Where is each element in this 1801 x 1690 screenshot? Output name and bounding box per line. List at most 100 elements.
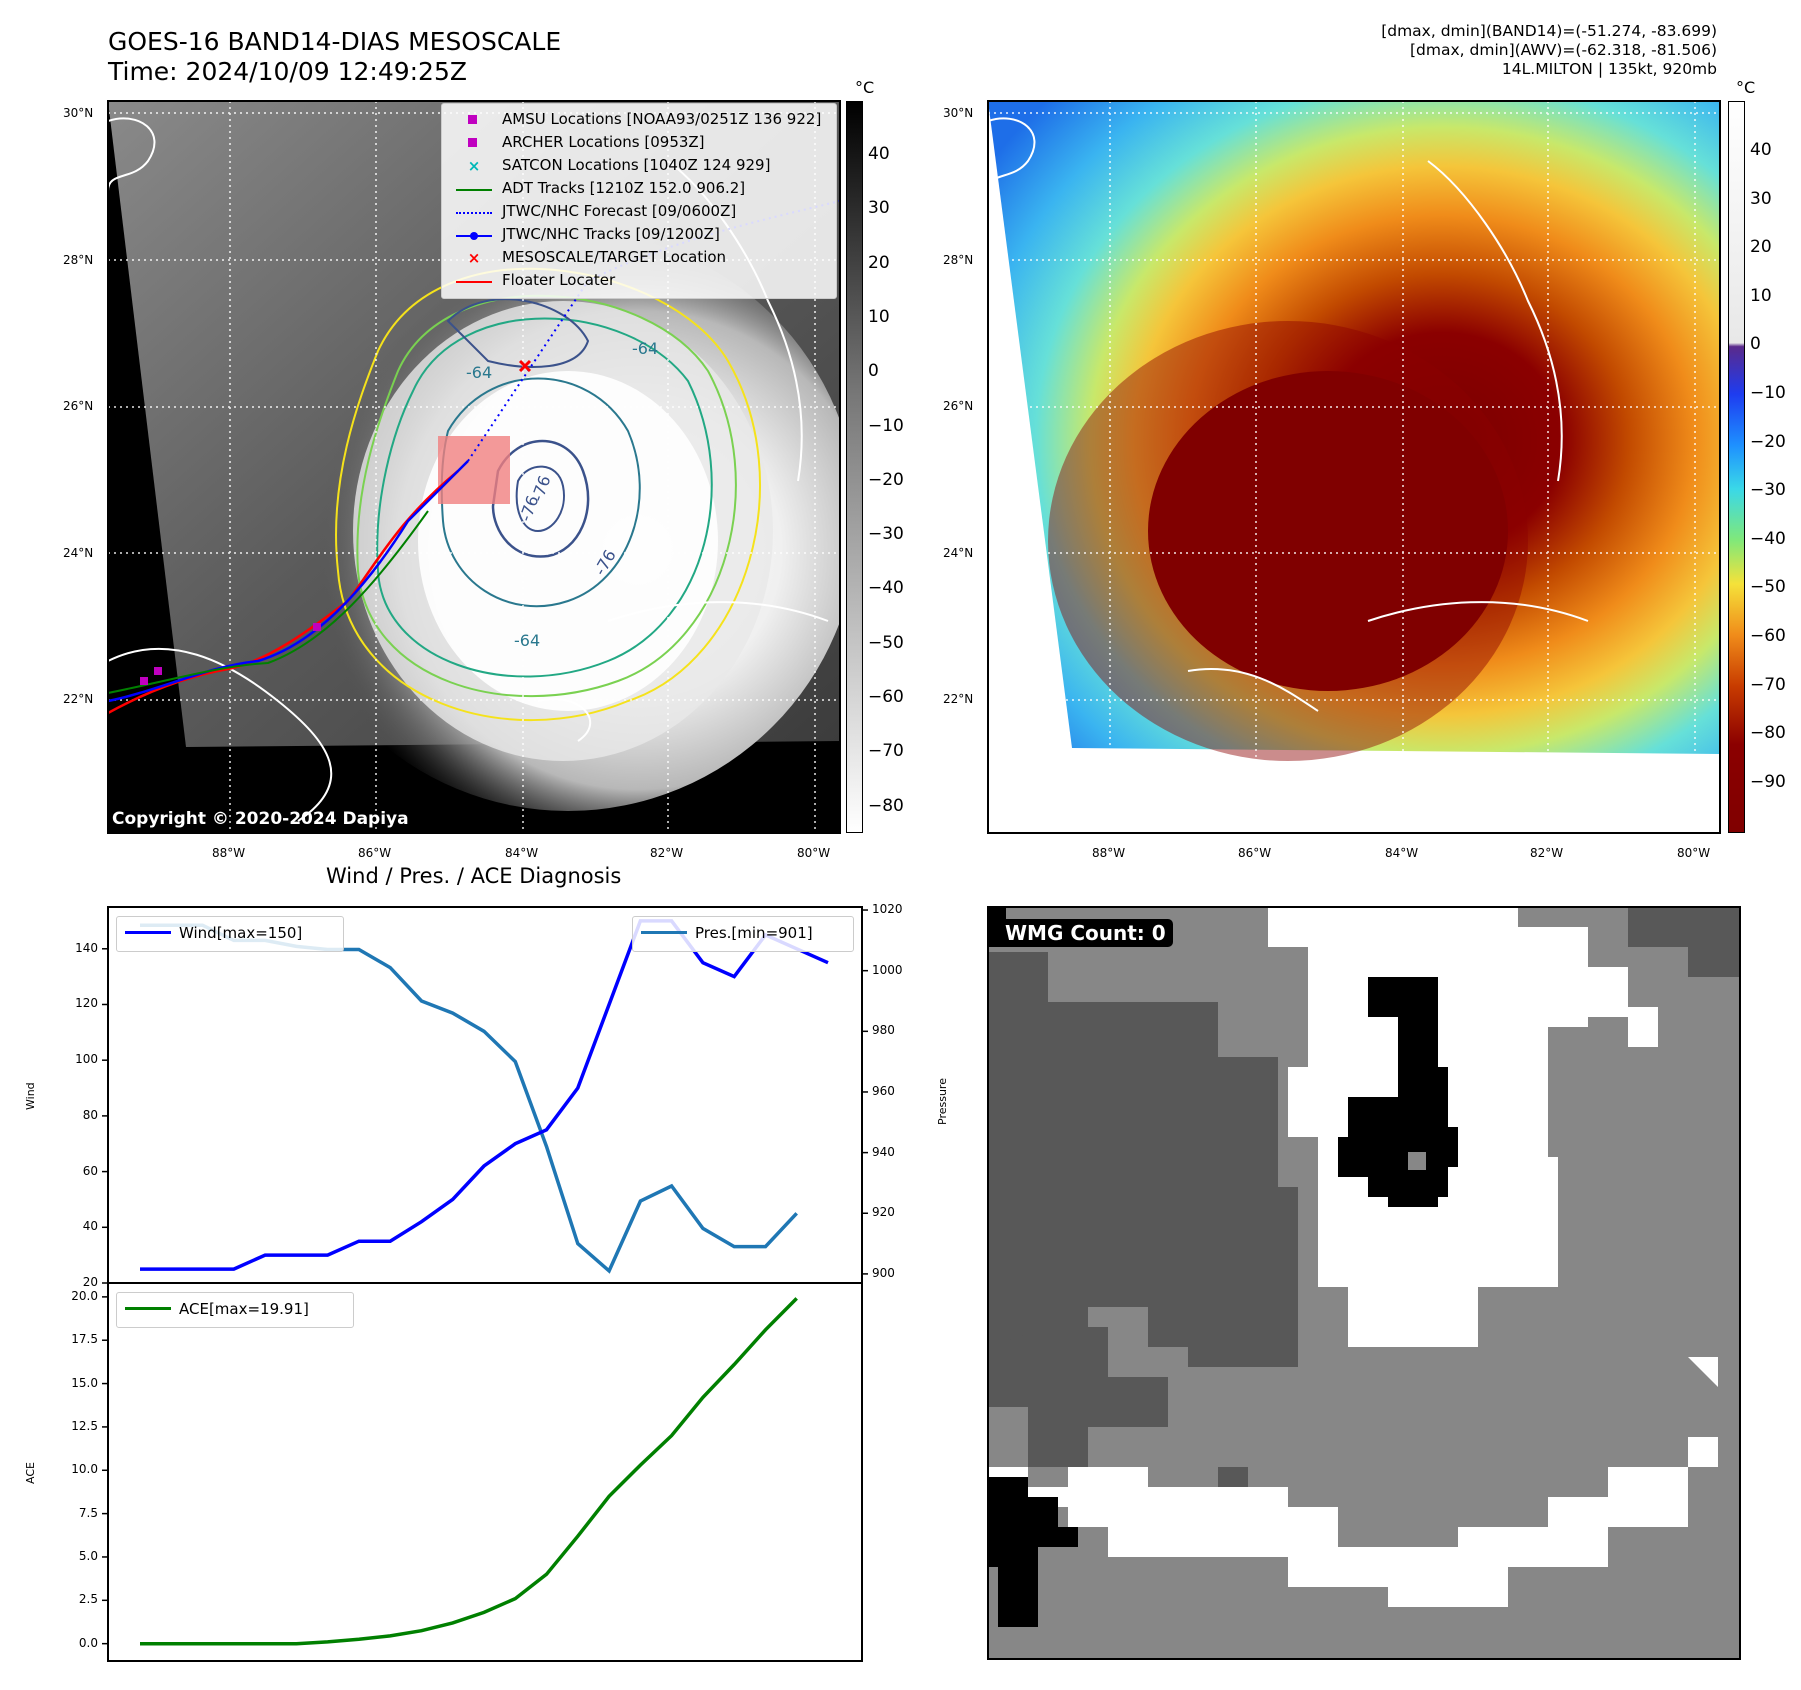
colorbar-tick: 0 [868, 361, 879, 382]
axis-tick-label: 5.0 [78, 1548, 98, 1563]
lat-tick: 30°N [63, 106, 94, 120]
colorbar-tick: −60 [1750, 626, 1786, 646]
ir-map-panel: -64 -64 -64 -76 -76 -76 AMSU Locations [… [108, 101, 840, 833]
lat-tick: 22°N [943, 692, 974, 706]
colorbar-tick: −70 [868, 741, 904, 762]
stats-line-2: [dmax, dmin](AWV)=(-62.318, -81.506) [1410, 41, 1717, 59]
colorbar-tick: −30 [1750, 480, 1786, 501]
colorbar-tick: −10 [868, 415, 904, 436]
color-colorbar [1728, 101, 1745, 833]
map-legend: AMSU Locations [NOAA93/0251Z 136 922] AR… [441, 103, 837, 299]
colorbar-tick: −70 [1750, 674, 1786, 695]
colorbar-tick: −50 [868, 632, 904, 653]
colorbar-tick: 10 [1750, 285, 1772, 306]
axis-tick-label: 12.5 [71, 1418, 98, 1433]
pressure-legend-label: Pres.[min=901] [695, 923, 813, 942]
axis-tick-label: 20.0 [71, 1288, 98, 1303]
colorbar-tick: 30 [868, 198, 890, 219]
legend-item-adt: ADT Tracks [1210Z 152.0 906.2] [454, 177, 745, 199]
contour-label: -64 [514, 631, 541, 650]
lat-tick: 26°N [943, 399, 974, 413]
colorbar-tick: −10 [1750, 383, 1786, 403]
lat-tick: 30°N [943, 106, 974, 120]
awv-map [988, 101, 1720, 833]
axis-tick-label: 7.5 [78, 1505, 98, 1520]
adt-track [108, 510, 429, 694]
colorbar-tick: 30 [1750, 188, 1772, 209]
lat-tick: 26°N [63, 399, 94, 413]
target-marker [518, 359, 532, 373]
wmg-image [988, 907, 1740, 1659]
pressure-legend: Pres.[min=901] [632, 916, 854, 952]
axis-tick-label: 100 [75, 1052, 98, 1067]
axis-tick-label: 1000 [872, 962, 903, 977]
copyright-text: Copyright © 2020-2024 Dapiya [112, 809, 409, 829]
axis-tick-label: 80 [82, 1107, 98, 1122]
lat-tick: 24°N [943, 546, 974, 560]
awv-map-panel [988, 101, 1720, 833]
wind-axis-label: Wind [24, 1082, 37, 1110]
stats-block: [dmax, dmin](BAND14)=(-51.274, -83.699) … [1017, 22, 1717, 79]
lon-tick: 82°W [1530, 846, 1564, 860]
wind-legend-label: Wind[max=150] [179, 923, 303, 942]
legend-item-forecast: JTWC/NHC Forecast [09/0600Z] [454, 200, 736, 222]
colorbar-tick: −90 [1750, 771, 1786, 792]
figure-title: GOES-16 BAND14-DIAS MESOSCALE Time: 2024… [108, 27, 561, 87]
title-line-2: Time: 2024/10/09 12:49:25Z [108, 57, 467, 86]
contour-label: -64 [632, 339, 659, 358]
axis-tick-label: 0.0 [78, 1635, 98, 1650]
legend-item-nhc-tracks: JTWC/NHC Tracks [09/1200Z] [454, 223, 720, 245]
colorbar-tick: −40 [868, 578, 904, 599]
diagnosis-chart-title: Wind / Pres. / ACE Diagnosis [326, 864, 622, 888]
ace-legend: ACE[max=19.91] [116, 1292, 354, 1328]
axis-tick-label: 940 [872, 1144, 895, 1159]
axis-tick-label: 960 [872, 1083, 895, 1098]
floater-box [438, 436, 510, 504]
lon-tick: 88°W [1092, 846, 1126, 860]
lon-tick: 84°W [505, 846, 539, 860]
lon-tick: 86°W [1238, 846, 1272, 860]
ace-legend-label: ACE[max=19.91] [179, 1299, 309, 1318]
colorbar-tick: 10 [868, 306, 890, 327]
colorbar-tick: −50 [1750, 577, 1786, 598]
ace-series-line [140, 1297, 798, 1646]
colorbar-tick: 40 [1750, 140, 1772, 160]
colorbar-tick: −80 [1750, 723, 1786, 744]
wmg-panel: WMG Count: 0 [988, 907, 1740, 1659]
colorbar-tick: 40 [868, 144, 890, 164]
legend-item-target: × MESOSCALE/TARGET Location [467, 248, 727, 267]
colorbar-tick: 20 [868, 252, 890, 273]
axis-tick-label: 17.5 [71, 1332, 98, 1347]
lon-tick: 80°W [1677, 846, 1711, 860]
stats-line-1: [dmax, dmin](BAND14)=(-51.274, -83.699) [1381, 22, 1717, 40]
axis-tick-label: 920 [872, 1205, 895, 1220]
colorbar-tick: −30 [868, 524, 904, 545]
legend-item-floater: Floater Locater [454, 269, 615, 291]
lat-tick: 28°N [63, 253, 94, 267]
axis-tick-label: 900 [872, 1265, 895, 1280]
colorbar-tick: −60 [868, 687, 904, 707]
lon-tick: 84°W [1385, 846, 1419, 860]
ace-axis-label: ACE [24, 1462, 37, 1484]
title-line-1: GOES-16 BAND14-DIAS MESOSCALE [108, 27, 562, 56]
colorbar-tick: 20 [1750, 237, 1772, 258]
contour-label: -64 [466, 363, 493, 382]
axis-tick-label: 980 [872, 1023, 895, 1038]
colorbar-tick: −20 [868, 469, 904, 490]
axis-tick-label: 20 [82, 1275, 98, 1289]
lon-tick: 82°W [650, 846, 684, 860]
colorbar-tick: −80 [868, 795, 904, 816]
lat-tick: 22°N [63, 692, 94, 706]
colorbar-tick: 0 [1750, 334, 1761, 355]
color-colorbar-unit: °C [1736, 78, 1756, 97]
axis-tick-label: 120 [75, 996, 98, 1011]
ace-chart-frame [107, 1282, 863, 1662]
axis-tick-label: 10.0 [71, 1462, 98, 1477]
lon-tick: 86°W [358, 846, 392, 860]
axis-tick-label: 140 [75, 940, 98, 955]
axis-tick-label: 2.5 [78, 1592, 98, 1607]
awv-map-gridlines [988, 101, 1720, 833]
pressure-series-line [140, 923, 798, 1274]
axis-tick-label: 15.0 [71, 1375, 98, 1390]
wind-chart-frame [107, 906, 863, 1284]
